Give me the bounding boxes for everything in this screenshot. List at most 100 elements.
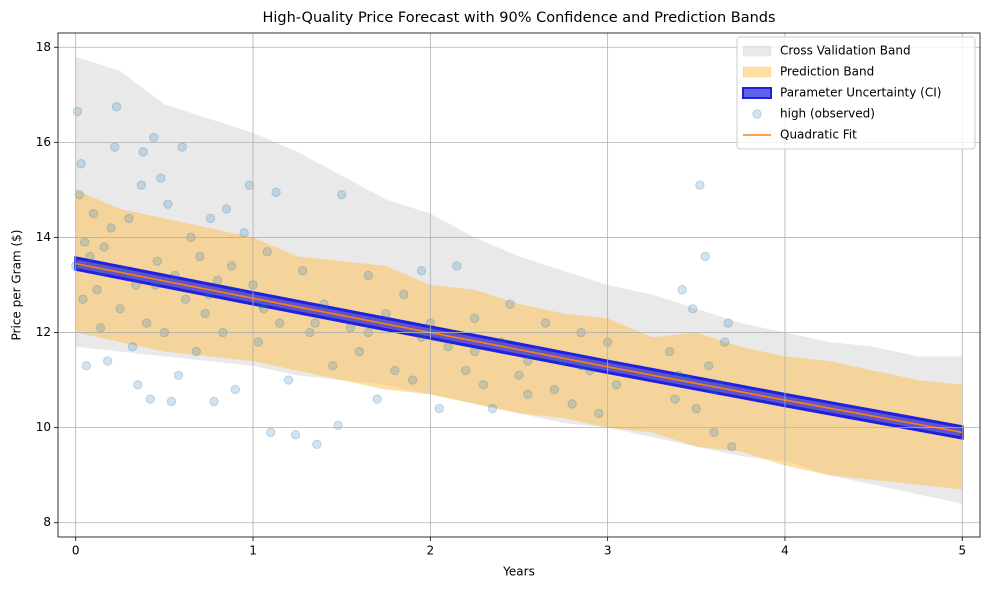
- scatter-point: [205, 213, 216, 224]
- scatter-point: [673, 370, 684, 381]
- scatter-point: [141, 318, 152, 328]
- scatter-point: [111, 101, 122, 112]
- scatter-point: [312, 439, 322, 449]
- scatter-point: [136, 180, 147, 190]
- x-tick-label: 2: [427, 544, 435, 558]
- scatter-point: [239, 227, 249, 238]
- legend-label: Parameter Uncertainty (CI): [780, 86, 941, 100]
- scatter-point: [133, 380, 143, 390]
- plot-frame: [57, 32, 981, 538]
- scatter-point: [253, 337, 264, 347]
- y-tick-label: 14: [36, 230, 51, 244]
- scatter-point: [85, 251, 95, 262]
- x-tick-label: 3: [604, 544, 612, 558]
- scatter-point: [310, 318, 320, 328]
- scatter-point: [209, 396, 219, 407]
- scatter-point: [540, 318, 551, 328]
- scatter-point: [138, 147, 148, 157]
- y-tick-label: 16: [36, 135, 51, 149]
- scatter-point: [670, 394, 680, 404]
- x-tick-label: 0: [72, 544, 80, 558]
- fit-line: [75, 262, 963, 434]
- scatter-point: [407, 375, 418, 385]
- scatter-point: [78, 294, 88, 304]
- scatter-point: [719, 337, 730, 347]
- legend-swatch: [752, 109, 762, 119]
- scatter-point: [709, 427, 719, 438]
- scatter-point: [727, 441, 737, 452]
- scatter-point: [523, 389, 533, 400]
- scatter-point: [363, 270, 373, 281]
- scatter-point: [72, 106, 83, 117]
- scatter-point: [150, 280, 161, 290]
- scatter-point: [434, 403, 444, 414]
- scatter-point: [505, 299, 515, 309]
- scatter-point: [700, 251, 710, 262]
- scatter-point: [170, 270, 180, 281]
- scatter-point: [532, 346, 542, 357]
- scatter-point: [487, 403, 498, 414]
- legend: Cross Validation Band Prediction Band Para…: [736, 36, 976, 150]
- scatter-point: [416, 266, 427, 276]
- scatter-point: [297, 266, 308, 276]
- scatter-point: [677, 285, 687, 295]
- scatter-point: [567, 399, 577, 409]
- scatter-point: [399, 289, 409, 300]
- scatter-point: [390, 365, 400, 376]
- scatter-point: [283, 375, 294, 385]
- scatter-point: [177, 142, 187, 152]
- scatter-point: [594, 408, 604, 419]
- scatter-point: [244, 180, 255, 190]
- scatter-point: [336, 189, 347, 200]
- scatter-point: [514, 370, 524, 381]
- scatter-point: [180, 294, 191, 304]
- scatter-point: [469, 346, 480, 357]
- scatter-point: [212, 275, 223, 285]
- legend-swatch: [742, 87, 772, 99]
- scatter-point: [461, 365, 471, 376]
- scatter-point: [88, 208, 99, 219]
- scatter-point: [416, 332, 427, 343]
- scatter-point: [221, 204, 232, 214]
- scatter-point: [152, 256, 162, 266]
- x-axis-label: Years: [502, 565, 535, 579]
- scatter-point: [110, 142, 120, 152]
- scatter-point: [106, 223, 116, 233]
- scatter-point: [266, 427, 276, 438]
- scatter-point: [92, 285, 102, 295]
- scatter-point: [381, 308, 391, 319]
- scatter-point: [695, 180, 705, 190]
- scatter-point: [328, 361, 338, 371]
- scatter-point: [131, 280, 141, 290]
- scatter-point: [102, 356, 113, 366]
- scatter-point: [200, 308, 210, 319]
- scatter-point: [258, 304, 269, 314]
- scatter-point: [227, 261, 237, 271]
- scatter-point: [76, 159, 86, 169]
- chart-title: High-Quality Price Forecast with 90% Con…: [262, 10, 775, 26]
- scatter-point: [124, 213, 134, 224]
- scatter-point: [478, 380, 489, 390]
- scatter-point: [99, 242, 109, 252]
- scatter-point: [333, 420, 343, 430]
- y-tick-label: 18: [36, 40, 51, 54]
- scatter-point: [149, 132, 159, 143]
- scatter-point: [723, 318, 733, 328]
- scatter-point: [156, 173, 166, 183]
- scatter-point: [549, 384, 560, 395]
- scatter-point: [271, 187, 281, 197]
- scatter-point: [372, 394, 382, 404]
- y-tick-label: 10: [36, 420, 51, 434]
- legend-label: high (observed): [780, 107, 875, 121]
- scatter-point: [262, 247, 272, 257]
- scatter-point: [204, 289, 214, 300]
- scatter-point: [469, 313, 480, 323]
- legend-swatch: [742, 45, 772, 57]
- scatter-point: [319, 299, 329, 309]
- scatter-point: [665, 346, 675, 357]
- legend-box: [736, 36, 976, 150]
- scatter-point: [443, 342, 453, 352]
- scatter-point: [173, 370, 184, 381]
- scatter-point: [611, 380, 622, 390]
